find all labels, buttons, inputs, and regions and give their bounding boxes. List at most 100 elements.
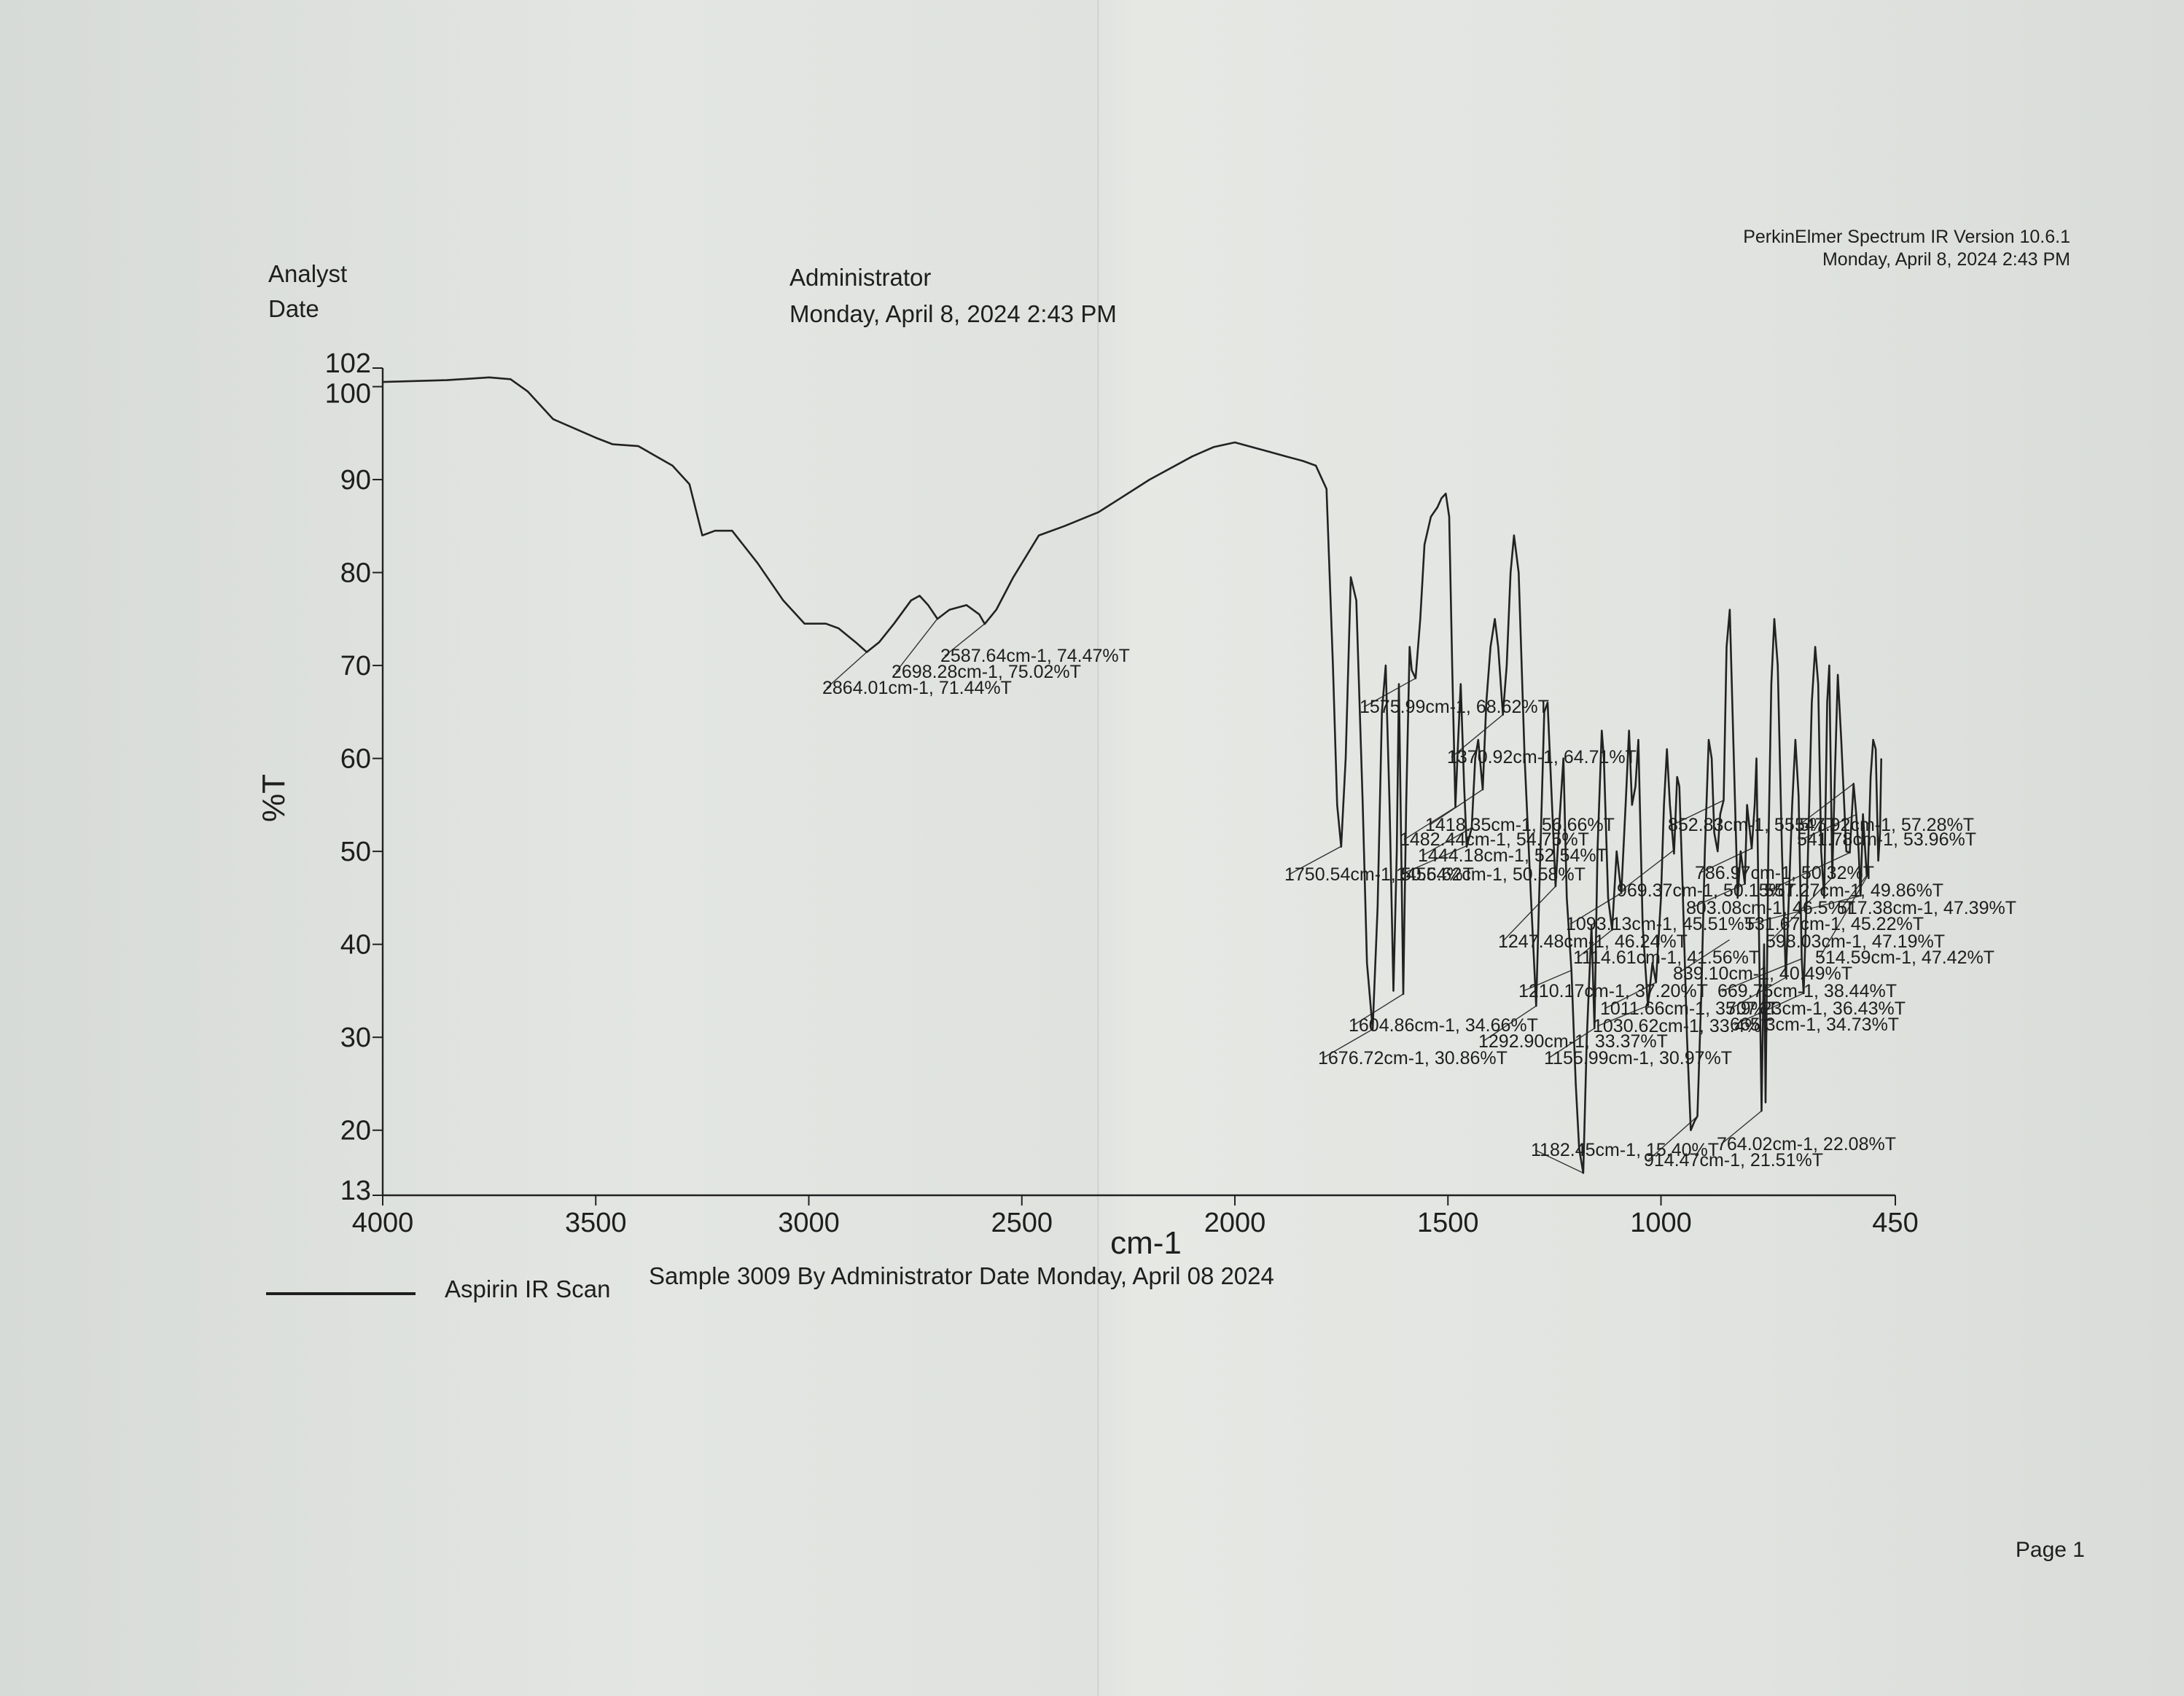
peak-annotation: 1418.35cm-1, 56.66%T: [1425, 815, 1615, 835]
series-line-aspirin: [382, 376, 1882, 1174]
peak-annotation: 1030.62cm-1, 33.4%T: [1593, 1016, 1772, 1036]
chart-axes: [381, 368, 1895, 1197]
annotation-leader: [1677, 939, 1730, 974]
x-tick-label: 3500: [565, 1208, 627, 1238]
peak-annotation: 1444.18cm-1, 52.54%T: [1418, 845, 1607, 866]
peak-annotation: 598.03cm-1, 47.19%T: [1766, 931, 1945, 952]
annotation-leader: [1400, 845, 1467, 875]
software-version: PerkinElmer Spectrum IR Version 10.6.1: [1743, 227, 2070, 247]
y-tick-label: 70: [340, 651, 371, 681]
annotation-leader: [1733, 993, 1804, 1025]
peak-annotation: 1155.99cm-1, 30.97%T: [1544, 1048, 1732, 1068]
analyst-value: Administrator: [789, 264, 932, 291]
y-tick-label: 13: [340, 1176, 371, 1206]
peak-annotation: 969.37cm-1, 50.15%T: [1617, 880, 1796, 901]
y-tick-label: 50: [340, 837, 371, 867]
peak-annotation: 1456.62cm-1, 50.58%T: [1396, 864, 1586, 885]
date-label: Date: [268, 295, 319, 322]
annotation-leader: [1801, 814, 1857, 840]
software-date: Monday, April 8, 2024 2:43 PM: [1822, 249, 2070, 270]
peak-annotation: 2864.01cm-1, 71.44%T: [822, 678, 1012, 698]
peak-annotation: 1604.86cm-1, 34.66%T: [1349, 1015, 1538, 1036]
annotation-leader: [1621, 849, 1674, 891]
peak-annotation: 1247.48cm-1, 46.24%T: [1498, 931, 1688, 952]
x-tick-label: 2000: [1204, 1208, 1266, 1238]
peak-annotation: 1482.44cm-1, 54.75%T: [1400, 829, 1589, 850]
y-tick-label: 90: [340, 465, 371, 496]
y-tick-label: 20: [340, 1116, 371, 1146]
y-tick-label: 100: [325, 379, 371, 410]
peak-annotation: 839.10cm-1, 40.49%T: [1673, 964, 1852, 984]
peak-annotation: 1676.72cm-1, 30.86%T: [1318, 1048, 1508, 1068]
peak-annotation: 1575.99cm-1, 68.62%T: [1360, 697, 1549, 717]
annotation-leader: [1363, 678, 1416, 708]
annotation-leader: [1721, 958, 1802, 992]
peak-annotation: 707.23cm-1, 36.43%T: [1726, 999, 1906, 1019]
annotation-leader: [895, 618, 938, 673]
legend-swatch: [266, 1292, 416, 1295]
peak-annotation: 531.67cm-1, 45.22%T: [1744, 914, 1924, 934]
annotation-leader: [1482, 1005, 1537, 1042]
peak-annotation: 669.75cm-1, 38.44%T: [1717, 981, 1897, 1001]
annotation-leader: [1577, 929, 1612, 958]
annotation-leader: [1522, 969, 1572, 992]
x-tick-label: 1500: [1417, 1208, 1479, 1238]
peak-annotation: 547.92cm-1, 57.28%T: [1795, 815, 1974, 835]
annotation-leader: [1730, 977, 1786, 1009]
y-tick-label: 30: [340, 1023, 371, 1053]
paper-fold: [1097, 0, 1099, 1696]
annotation-leader: [1534, 1149, 1584, 1174]
peak-annotation: 1210.17cm-1, 37.20%T: [1518, 981, 1708, 1001]
peak-annotation: 541.78cm-1, 53.96%T: [1797, 829, 1976, 850]
y-axis-label: %T: [256, 774, 292, 822]
peak-annotation: 1093.13cm-1, 45.51%T: [1566, 914, 1755, 934]
peak-annotation: 1182.45cm-1, 15.40%T: [1531, 1140, 1719, 1160]
peak-annotation: 665.3cm-1, 34.73%T: [1730, 1015, 1899, 1035]
peak-annotation: 803.08cm-1, 46.5%T: [1686, 898, 1855, 918]
x-tick-label: 2500: [991, 1208, 1053, 1238]
x-tick-label: 450: [1872, 1208, 1918, 1238]
annotation-leader: [1699, 848, 1752, 874]
legend-series-name: Aspirin IR Scan: [445, 1275, 611, 1302]
y-tick-label: 40: [340, 930, 371, 961]
date-value: Monday, April 8, 2024 2:43 PM: [789, 300, 1117, 327]
annotation-leader: [826, 652, 867, 689]
peak-annotation: 557.27cm-1, 49.86%T: [1764, 880, 1943, 901]
y-tick-label: 80: [340, 558, 371, 589]
annotation-leader: [1647, 1115, 1698, 1161]
annotation-leader: [1421, 827, 1473, 856]
annotation-leader: [1596, 1005, 1648, 1027]
peak-annotation: 786.97cm-1, 50.32%T: [1695, 863, 1874, 883]
annotation-leader: [1690, 883, 1745, 909]
peak-annotation: 1011.66cm-1, 35.9%T: [1600, 999, 1778, 1019]
peak-annotation: 1750.54cm-1, 50.54%T: [1284, 864, 1474, 885]
annotation-leader: [1352, 993, 1404, 1026]
annotation-leader: [1322, 1028, 1373, 1059]
annotation-leader: [1502, 886, 1556, 942]
x-axis-label: cm-1: [1110, 1225, 1182, 1261]
peak-annotation: 914.47cm-1, 21.51%T: [1644, 1150, 1823, 1171]
peak-annotation: 1292.90cm-1, 33.37%T: [1478, 1031, 1668, 1052]
x-tick-label: 3000: [778, 1208, 840, 1238]
annotation-leader: [1451, 714, 1504, 758]
x-tick-label: 1000: [1630, 1208, 1692, 1238]
y-tick-label: 60: [340, 744, 371, 775]
x-tick-label: 4000: [352, 1208, 414, 1238]
peak-annotation: 2698.28cm-1, 75.02%T: [892, 662, 1081, 682]
peak-annotation: 2587.64cm-1, 74.47%T: [940, 646, 1130, 666]
peak-annotation: 514.59cm-1, 47.42%T: [1815, 947, 1994, 968]
annotation-leader: [944, 623, 985, 657]
peak-annotation: 517.38cm-1, 47.39%T: [1837, 898, 2016, 918]
annotation-leader: [1768, 852, 1850, 891]
annotation-leader: [1288, 845, 1342, 875]
annotation-leader: [1720, 1110, 1762, 1145]
peak-annotation: 1370.92cm-1, 64.71%T: [1447, 747, 1637, 767]
annotation-leader: [1841, 875, 1868, 909]
y-tick-label: 102: [325, 348, 371, 379]
peak-annotation: 852.83cm-1, 55.5%T: [1668, 815, 1837, 835]
peak-annotation: 1114.61cm-1, 41.56%T: [1573, 947, 1760, 968]
legend-sample-info: Sample 3009 By Administrator Date Monday…: [649, 1262, 1274, 1289]
